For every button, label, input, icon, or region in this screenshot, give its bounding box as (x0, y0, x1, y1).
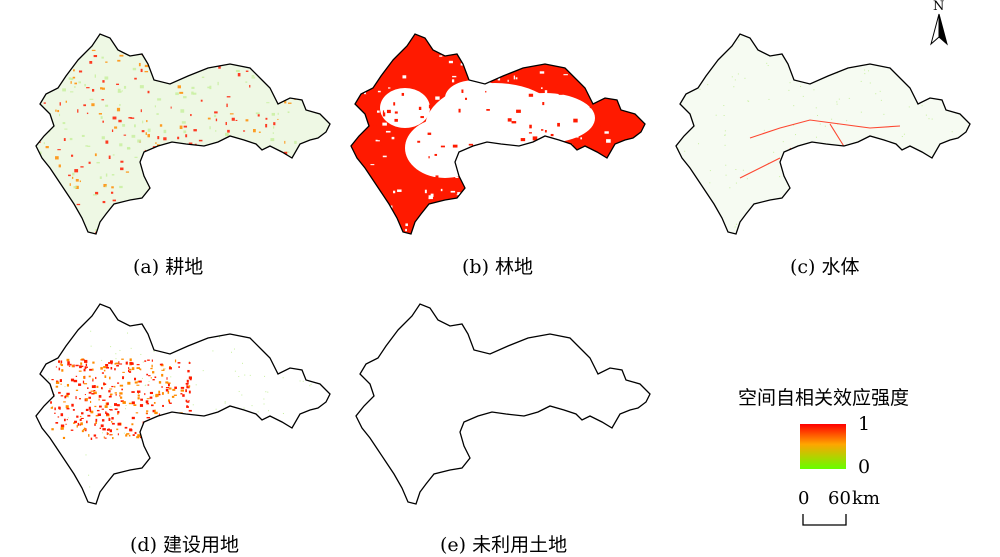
legend-max-label: 1 (858, 413, 871, 435)
map-panel-b (340, 28, 650, 238)
scale-unit: km (852, 488, 880, 509)
legend-min-label: 0 (858, 456, 871, 478)
scale-label-0: 0 (798, 488, 810, 509)
legend-color-ramp (800, 424, 846, 469)
region-outline (675, 33, 971, 235)
region-outline (35, 303, 331, 505)
north-arrow: N (926, 0, 952, 48)
legend-title: 空间自相关效应强度 (738, 387, 910, 409)
caption-e: (e) 未利用土地 (440, 534, 568, 556)
map-d (35, 303, 331, 505)
region-outline (350, 33, 646, 235)
map-panel-e (350, 298, 651, 508)
map-panel-a (30, 28, 331, 238)
map-fill (351, 34, 645, 234)
region-outline (35, 33, 331, 235)
map-fill (36, 34, 330, 234)
scale-bar (802, 514, 847, 526)
map-panel-d (30, 298, 331, 508)
caption-a: (a) 耕地 (133, 256, 204, 278)
map-c (675, 33, 971, 235)
scale-label-60: 60 (828, 488, 851, 509)
caption-c: (c) 水体 (790, 256, 860, 278)
caption-d: (d) 建设用地 (130, 534, 240, 556)
north-arrow-icon (930, 13, 948, 46)
north-letter: N (933, 0, 945, 14)
map-panel-c (670, 28, 971, 238)
map-a (35, 33, 331, 235)
caption-b: (b) 林地 (462, 256, 534, 278)
map-e (355, 303, 651, 505)
map-b (350, 33, 646, 235)
map-fill (676, 34, 970, 234)
region-outline (355, 303, 651, 505)
